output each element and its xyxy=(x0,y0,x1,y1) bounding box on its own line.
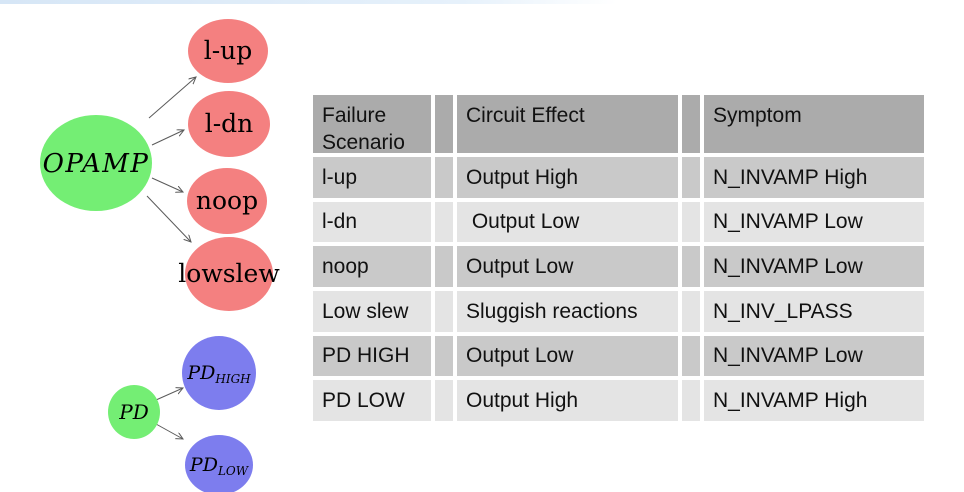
header-symptom: Symptom xyxy=(704,95,924,153)
spacer-cell xyxy=(435,380,453,421)
node-pd-ellipse xyxy=(108,385,160,439)
spacer-cell xyxy=(682,291,700,332)
fault-tree-diagram: OPAMP l-up l-dn noop lowslew PD PDHIGH xyxy=(40,19,280,492)
node-opamp-label: OPAMP xyxy=(43,149,150,179)
node-pdlow-ellipse xyxy=(185,435,253,492)
cell-effect: Output High xyxy=(457,157,678,198)
cell-symptom: N_INVAMP High xyxy=(704,157,924,198)
node-ldn-label: l-dn xyxy=(205,109,254,138)
cell-scenario: l-up xyxy=(313,157,431,198)
spacer-cell xyxy=(435,246,453,287)
node-opamp[interactable]: OPAMP xyxy=(40,115,152,211)
cell-effect: Output Low xyxy=(457,335,678,377)
cell-scenario: l-dn xyxy=(313,201,431,243)
cell-symptom: N_INVAMP Low xyxy=(704,246,924,287)
arrow-pd-to-pdlow-icon xyxy=(155,423,183,439)
spacer-cell xyxy=(435,157,453,198)
cell-scenario: noop xyxy=(313,246,431,287)
top-edge-strip xyxy=(0,0,617,4)
spacer-cell xyxy=(682,95,700,153)
diagram-arrows xyxy=(146,77,196,439)
spacer-cell xyxy=(682,380,700,421)
node-lowslew-ellipse xyxy=(185,237,273,311)
cell-symptom: N_INV_LPASS xyxy=(704,291,924,332)
spacer-cell xyxy=(435,95,453,153)
node-noop-ellipse xyxy=(187,168,267,234)
node-pdlow-base: PD xyxy=(189,454,218,476)
node-opamp-ellipse xyxy=(40,115,152,211)
node-pdlow[interactable]: PDLOW xyxy=(185,435,253,492)
node-pdhigh-label: PDHIGH xyxy=(186,362,251,386)
node-pdhigh-subscript: HIGH xyxy=(214,372,251,386)
node-noop[interactable]: noop xyxy=(187,168,267,234)
header-failure-scenario: Failure Scenario xyxy=(313,95,431,153)
node-pdhigh-ellipse xyxy=(182,336,256,410)
spacer-cell xyxy=(682,246,700,287)
node-pdhigh-base: PD xyxy=(186,362,215,384)
spacer-cell xyxy=(682,335,700,377)
cell-effect: Sluggish reactions xyxy=(457,291,678,332)
spacer-cell xyxy=(435,335,453,377)
node-ldn-ellipse xyxy=(188,91,270,157)
spacer-cell xyxy=(435,201,453,243)
node-lup-label: l-up xyxy=(204,36,253,65)
node-lup[interactable]: l-up xyxy=(188,19,268,83)
arrow-opamp-to-noop-icon xyxy=(151,177,183,192)
node-pdhigh[interactable]: PDHIGH xyxy=(182,336,256,410)
node-lowslew-label: lowslew xyxy=(178,259,280,288)
cell-symptom: N_INVAMP Low xyxy=(704,335,924,377)
cell-scenario: Low slew xyxy=(313,291,431,332)
spacer-cell xyxy=(682,157,700,198)
cell-effect: Output High xyxy=(457,380,678,421)
node-pdlow-label: PDLOW xyxy=(189,454,250,478)
failure-scenario-table: Failure Scenario Circuit Effect Symptom … xyxy=(313,95,924,421)
node-noop-label: noop xyxy=(196,186,258,215)
cell-symptom: N_INVAMP High xyxy=(704,380,924,421)
node-lowslew[interactable]: lowslew xyxy=(178,237,280,311)
cell-effect: Output Low xyxy=(457,246,678,287)
arrow-opamp-to-lowslew-icon xyxy=(146,195,191,242)
node-pd-label: PD xyxy=(118,400,149,424)
arrow-opamp-to-ldn-icon xyxy=(151,130,184,146)
node-pdlow-subscript: LOW xyxy=(217,464,250,478)
cell-symptom: N_INVAMP Low xyxy=(704,201,924,243)
cell-effect: Output Low xyxy=(457,201,678,243)
cell-scenario: PD HIGH xyxy=(313,335,431,377)
header-circuit-effect: Circuit Effect xyxy=(457,95,678,153)
spacer-cell xyxy=(682,201,700,243)
node-pd[interactable]: PD xyxy=(108,385,160,439)
spacer-cell xyxy=(435,291,453,332)
cell-scenario: PD LOW xyxy=(313,380,431,421)
arrow-opamp-to-lup-icon xyxy=(148,77,196,119)
node-ldn[interactable]: l-dn xyxy=(188,91,270,157)
node-lup-ellipse xyxy=(188,19,268,83)
arrow-pd-to-pdhigh-icon xyxy=(155,388,183,401)
